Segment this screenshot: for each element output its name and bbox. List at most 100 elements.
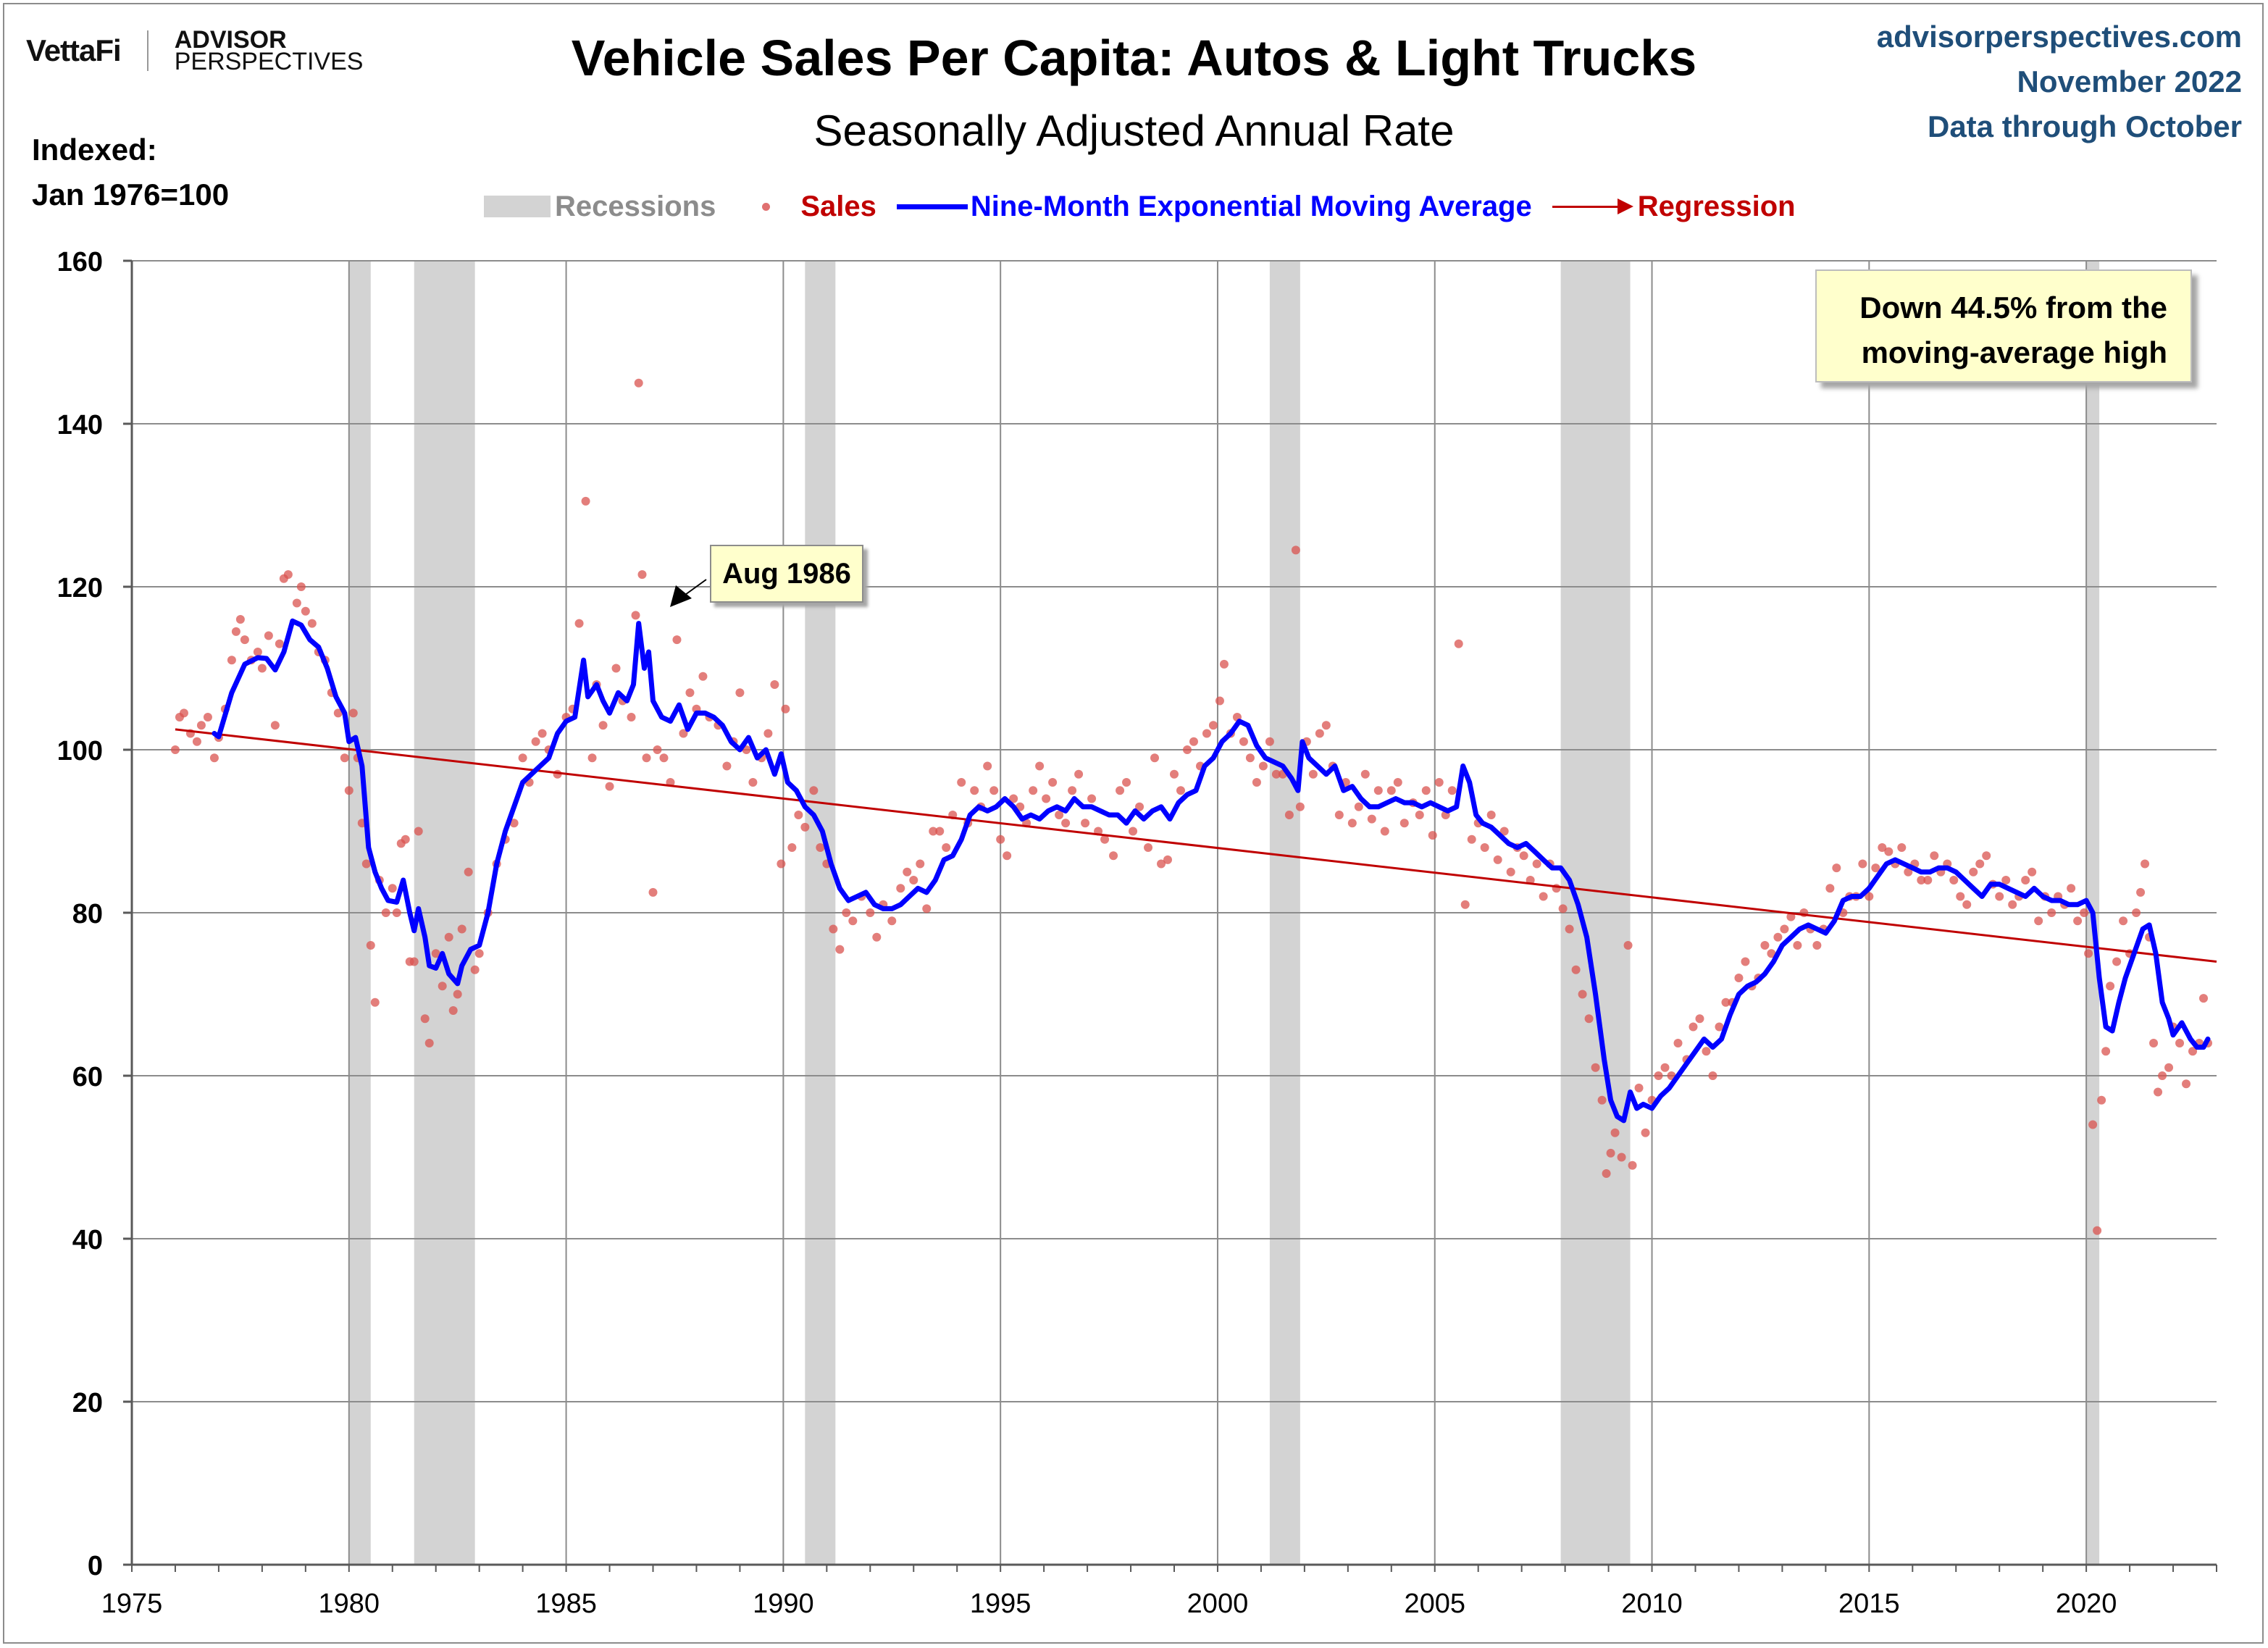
aug-1986-callout: Aug 1986 [710,545,863,603]
sales-point [816,843,825,852]
sales-point [1825,884,1835,893]
regression-arrow-icon [1617,198,1633,214]
sales-point [1702,1047,1711,1056]
sales-point [2088,1120,2098,1129]
sales-point [301,606,310,616]
sales-point [1129,827,1138,836]
sales-point [1308,769,1318,779]
sales-point [2008,900,2017,909]
sales-point [1689,1022,1698,1032]
sales-point [1003,851,1012,861]
sales-point [1334,811,1344,819]
sales-point [253,648,262,656]
sales-point [1215,696,1224,706]
sales-point [1170,769,1179,779]
sales-point [1434,778,1444,787]
ema-series-line [212,618,2211,1124]
sales-point [1871,863,1880,873]
sales-point [787,843,797,852]
decline-note: Down 44.5% from the moving-average high [1815,269,2192,382]
sales-point [209,753,219,763]
legend-recessions-label: Recessions [555,190,716,222]
sales-point [537,729,547,738]
sales-point [866,908,875,917]
sales-point [1506,867,1515,877]
sales-point [381,908,390,917]
sales-point [2141,859,2150,869]
regression-line [175,728,2217,963]
sales-point [235,615,245,624]
sales-point [1660,1063,1670,1072]
sales-point [1380,827,1389,836]
sales-point [1923,876,1933,884]
sales-dot-icon [762,202,771,211]
sales-point [444,932,453,942]
sales-point [1760,941,1770,950]
sales-point [448,1006,458,1015]
sales-point [192,737,201,746]
sales-point [179,708,188,718]
sales-point [777,859,786,869]
sales-point [1734,974,1744,982]
index-label-line1: Indexed: [32,133,157,167]
x-tick-label: 1980 [319,1589,380,1619]
sales-point [957,778,966,787]
sales-point [653,745,662,754]
sales-point [605,782,614,791]
sales-point [1265,737,1274,746]
sales-point [1009,794,1018,803]
sales-point [1695,1014,1704,1024]
sales-point [1786,912,1796,921]
sales-point [2164,1063,2174,1072]
sales-point [770,680,779,689]
source-site: advisorperspectives.com [1876,20,2242,54]
sales-point [2199,994,2209,1003]
sales-point [1399,819,1409,828]
y-tick-label: 20 [72,1388,103,1418]
sales-point [518,753,527,763]
sales-point [470,965,480,974]
sales-point [1321,721,1331,730]
sales-point [2154,1087,2163,1097]
sales-point [296,582,306,591]
sales-point [283,570,293,580]
logo-divider [146,30,148,71]
sales-point [170,745,180,754]
sales-point [679,729,688,738]
sales-point [929,827,938,836]
sales-point [196,721,206,730]
y-tick-label: 100 [57,736,103,766]
sales-point [1708,1071,1717,1080]
sales-point [922,904,932,913]
sales-point [1393,778,1402,787]
sales-point [916,859,925,869]
sales-point [1347,819,1357,828]
sales-point [2182,1079,2191,1089]
sales-point [909,876,919,884]
vettafi-logo: VettaFi [26,33,122,67]
sales-point [401,835,410,844]
sales-point [1832,863,1841,873]
sales-point [1208,721,1218,730]
sales-point [392,908,401,917]
sales-point [1741,957,1750,966]
sales-point [1773,932,1783,942]
sales-point [1245,753,1255,763]
decline-note-line1: Down 44.5% from the [1859,290,2167,325]
x-tick-label: 2005 [1404,1589,1465,1619]
sales-point [903,867,912,877]
sales-point [2034,916,2043,926]
sales-point [531,737,540,746]
sales-point [1271,769,1281,779]
y-tick-label: 60 [72,1062,103,1092]
sales-point [307,619,317,628]
sales-point [1068,786,1077,795]
sales-point [848,916,858,926]
sales-point [800,822,810,832]
sales-point [1252,778,1261,787]
sales-point [292,598,301,608]
sales-point [611,664,621,673]
sales-point [842,908,851,917]
sales-point [1858,859,1867,869]
sales-point [1606,1148,1615,1158]
